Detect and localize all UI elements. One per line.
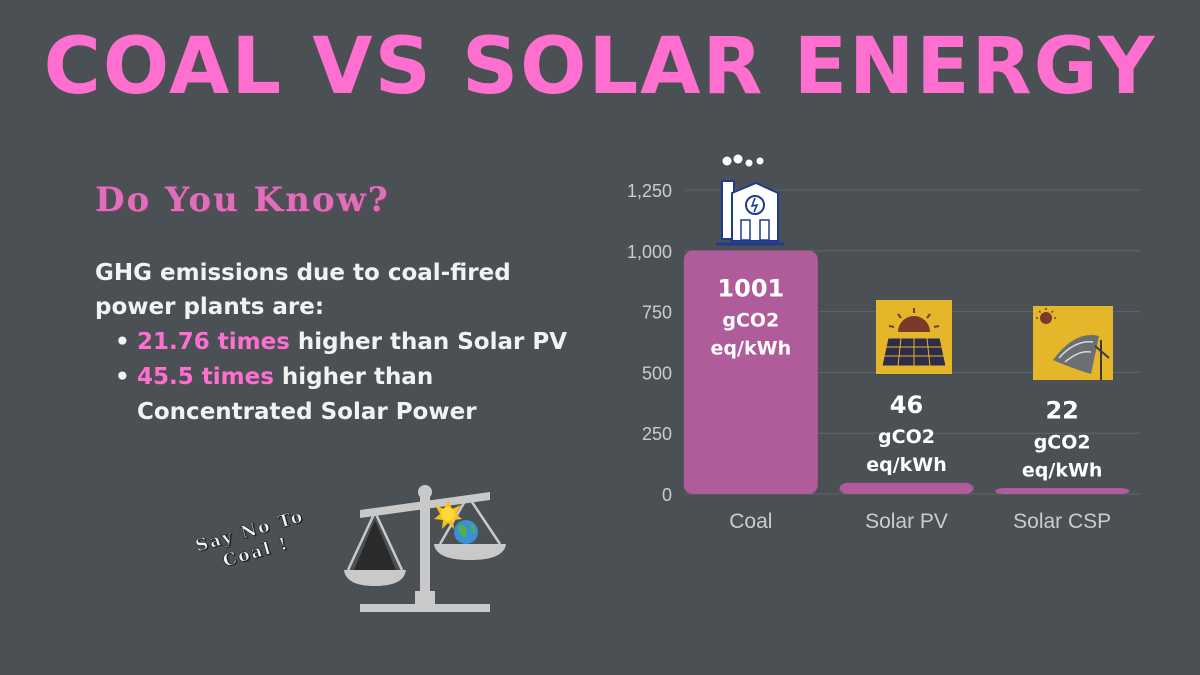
factory-icon <box>716 154 784 246</box>
y-tick-label: 250 <box>642 424 672 444</box>
solar-csp-icon <box>1033 306 1113 380</box>
slogan: Say No To Coal ! <box>165 497 341 586</box>
x-tick-label: Coal <box>729 510 772 533</box>
data-label-value: 22 <box>1045 397 1078 425</box>
chart-icons <box>716 154 1113 380</box>
data-label-unit: gCO2 <box>722 310 779 332</box>
bullet-solar-csp: 45.5 times higher than Concentrated Sola… <box>115 360 615 430</box>
bullet-highlight: 45.5 times <box>137 364 274 390</box>
data-label-unit: eq/kWh <box>866 454 947 476</box>
y-axis: 0 250 500 750 1,000 1,250 <box>627 181 672 505</box>
bars <box>683 250 1130 494</box>
y-tick-label: 750 <box>642 303 672 323</box>
emissions-chart: 0 250 500 750 1,000 1,250 Coal Solar PV Solar C… <box>627 154 1140 533</box>
y-tick-label: 1,250 <box>627 181 672 201</box>
x-axis: Coal Solar PV Solar CSP <box>729 510 1111 533</box>
page-title: COAL VS SOLAR ENERGY <box>43 22 1157 112</box>
data-label-unit: eq/kWh <box>1022 460 1103 482</box>
data-label-unit: gCO2 <box>878 426 935 448</box>
bar-solar-pv <box>839 482 974 494</box>
bar-coal <box>683 250 818 494</box>
y-tick-label: 1,000 <box>627 242 672 262</box>
x-tick-label: Solar CSP <box>1013 510 1111 533</box>
bullet-text: higher than Solar PV <box>289 329 568 355</box>
data-label-value: 1001 <box>717 275 784 303</box>
subtitle: Do You Know? <box>95 180 390 220</box>
data-label-unit: eq/kWh <box>711 338 792 360</box>
intro-text: GHG emissions due to coal-fired power pl… <box>95 260 511 320</box>
y-tick-label: 500 <box>642 363 672 383</box>
bullet-text: higher than Concentrated Solar Power <box>137 364 477 425</box>
x-tick-label: Solar PV <box>865 510 948 533</box>
balance-scale-icon <box>344 485 506 612</box>
bar-solar-csp <box>995 488 1130 494</box>
solar-panel-icon <box>876 300 952 374</box>
comparison-list: 21.76 times higher than Solar PV 45.5 ti… <box>115 325 615 430</box>
data-labels: 1001 gCO2 eq/kWh 46 gCO2 eq/kWh 22 gCO2 eq/kWh <box>711 275 1103 482</box>
data-label-value: 46 <box>890 391 923 419</box>
bullet-highlight: 21.76 times <box>137 329 290 355</box>
y-tick-label: 0 <box>662 485 672 505</box>
data-label-unit: gCO2 <box>1034 432 1091 454</box>
bullet-solar-pv: 21.76 times higher than Solar PV <box>115 325 615 360</box>
